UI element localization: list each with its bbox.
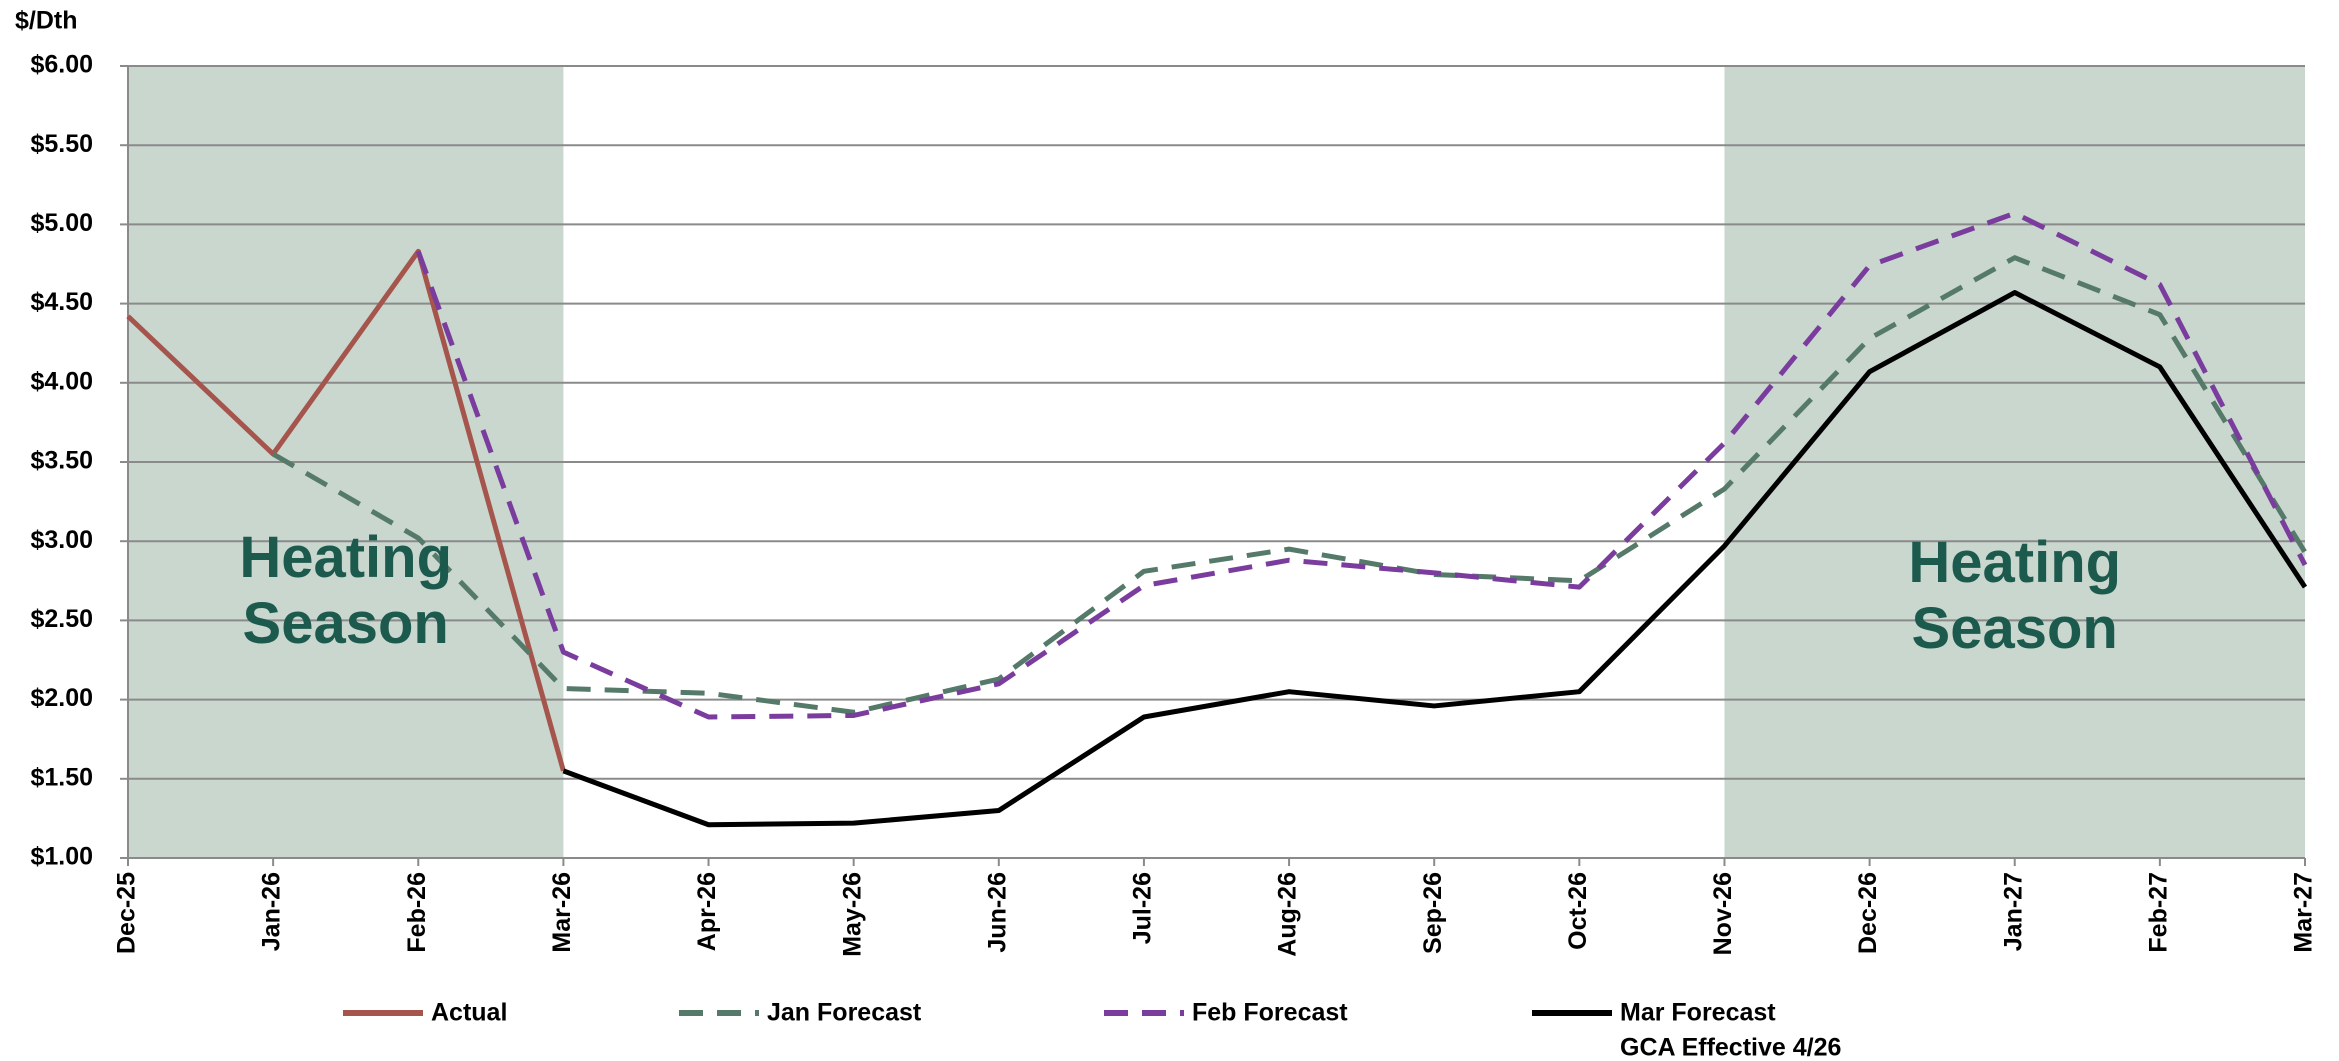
y-tick-label: $2.50 (30, 605, 93, 633)
y-tick-label: $4.00 (30, 367, 93, 395)
series-line (271, 255, 2308, 715)
region-label: Heating Season (1908, 530, 2122, 662)
x-tick-label: Aug-26 (1274, 872, 1302, 957)
x-tick-label: May-26 (838, 872, 866, 957)
legend-note: GCA Effective 4/26 (1620, 1034, 1841, 1061)
region-label: Heating Season (239, 525, 453, 657)
x-tick-label: Feb-26 (403, 872, 431, 953)
y-axis-label: $/Dth (15, 7, 78, 35)
x-tick-label: Apr-26 (693, 872, 721, 951)
x-tick-label: Dec-25 (113, 872, 141, 954)
x-tick-label: Jan-27 (1999, 872, 2027, 951)
y-tick-label: $3.50 (30, 447, 93, 475)
x-tick-label: Mar-26 (548, 872, 576, 953)
y-tick-label: $6.00 (30, 51, 93, 79)
legend-label: Feb Forecast (1192, 999, 1348, 1027)
x-tick-label: Mar-27 (2290, 872, 2318, 953)
y-tick-label: $2.00 (30, 684, 93, 712)
x-tick-label: Oct-26 (1564, 872, 1592, 950)
x-tick-label: Jan-26 (258, 872, 286, 951)
x-tick-label: Jun-26 (983, 872, 1011, 953)
x-tick-label: Dec-26 (1854, 872, 1882, 954)
legend-label: Jan Forecast (767, 999, 922, 1027)
x-tick-label: Feb-27 (2144, 872, 2172, 953)
y-tick-label: $1.50 (30, 763, 93, 791)
y-tick-label: $1.00 (30, 843, 93, 871)
series-line (562, 290, 2308, 828)
legend-label: Actual (431, 999, 507, 1027)
series-line (415, 210, 2308, 720)
y-tick-label: $4.50 (30, 288, 93, 316)
y-tick-label: $5.00 (30, 209, 93, 237)
y-tick-label: $3.00 (30, 526, 93, 554)
x-tick-label: Nov-26 (1709, 872, 1737, 955)
legend-label: Mar Forecast (1620, 999, 1776, 1027)
y-tick-label: $5.50 (30, 130, 93, 158)
series-line (126, 248, 566, 772)
x-tick-label: Sep-26 (1419, 872, 1447, 954)
x-tick-label: Jul-26 (1129, 872, 1157, 944)
